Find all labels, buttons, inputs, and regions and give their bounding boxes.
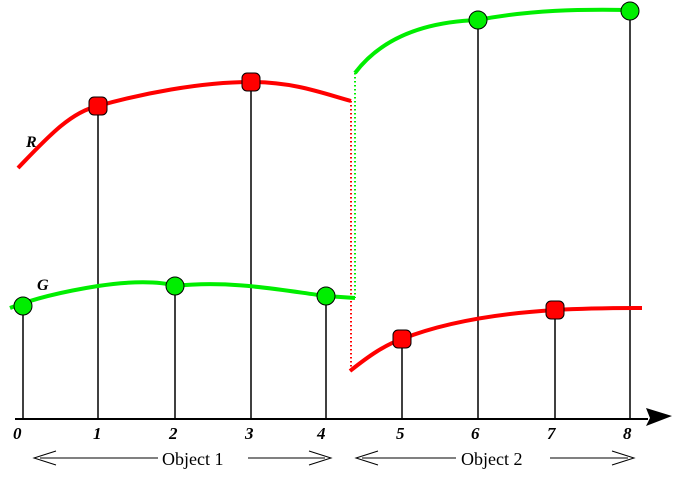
sample-marker-4 bbox=[316, 286, 336, 306]
object1-label: Object 1 bbox=[162, 449, 223, 469]
curve-g-object2 bbox=[353, 7, 631, 75]
sample-marker-7 bbox=[545, 300, 565, 320]
tick-label-6: 6 bbox=[471, 424, 480, 443]
sample-marker-6 bbox=[468, 10, 488, 30]
curve-r-object1 bbox=[16, 79, 352, 170]
tick-label-0: 0 bbox=[13, 424, 22, 443]
object2-label: Object 2 bbox=[461, 449, 522, 469]
x-tick-labels: 0 1 2 3 4 5 6 7 8 bbox=[13, 424, 632, 443]
sample-stems bbox=[22, 11, 631, 419]
object2-span: Object 2 bbox=[354, 449, 636, 469]
tick-label-4: 4 bbox=[316, 424, 326, 443]
object1-arrowhead-right bbox=[308, 450, 333, 466]
tick-label-5: 5 bbox=[396, 424, 405, 443]
tick-label-1: 1 bbox=[93, 424, 102, 443]
object1-arrowhead-left bbox=[32, 450, 57, 466]
sample-marker-0 bbox=[13, 296, 33, 316]
curve-label-r: R bbox=[25, 134, 37, 151]
sample-marker-5 bbox=[392, 329, 412, 349]
object2-arrowhead-left bbox=[354, 450, 379, 466]
curve-g-object1 bbox=[9, 280, 356, 310]
curve-label-g: G bbox=[37, 277, 49, 294]
x-axis-arrowhead bbox=[646, 408, 672, 426]
sample-markers bbox=[13, 1, 640, 349]
tick-label-2: 2 bbox=[168, 424, 178, 443]
sample-marker-2 bbox=[165, 276, 185, 296]
curve-r-object2 bbox=[348, 306, 643, 373]
tick-label-3: 3 bbox=[244, 424, 254, 443]
tick-label-7: 7 bbox=[547, 424, 557, 443]
object1-span: Object 1 bbox=[32, 449, 333, 469]
tick-label-8: 8 bbox=[623, 424, 632, 443]
sample-marker-1 bbox=[88, 96, 108, 116]
sample-marker-3 bbox=[241, 72, 261, 92]
object2-arrowhead-right bbox=[611, 450, 636, 466]
sample-marker-8 bbox=[620, 1, 640, 21]
